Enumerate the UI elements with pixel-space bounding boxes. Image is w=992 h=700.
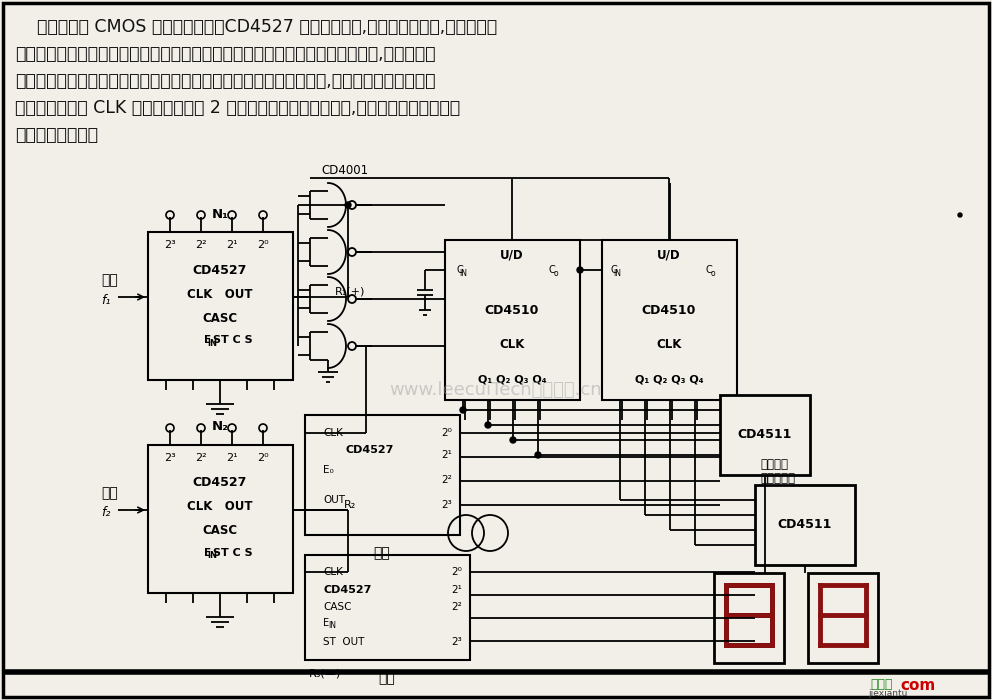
Text: E₀: E₀ [323, 465, 333, 475]
Text: jiexiantu: jiexiantu [868, 690, 908, 699]
Text: 2²: 2² [441, 475, 452, 485]
Text: OUT: OUT [323, 495, 345, 505]
Text: 2⁰: 2⁰ [257, 240, 269, 250]
Text: CD4527: CD4527 [192, 477, 247, 489]
Text: E: E [323, 618, 329, 628]
Bar [714, 573, 784, 663]
Text: 2¹: 2¹ [441, 450, 452, 460]
Text: 2²: 2² [451, 602, 462, 612]
Text: CD4511: CD4511 [778, 519, 832, 531]
Text: CD4527: CD4527 [323, 585, 371, 595]
Text: o: o [710, 269, 715, 277]
Text: 七段发光: 七段发光 [760, 458, 788, 472]
Text: R₂: R₂ [344, 500, 356, 510]
Text: CLK: CLK [323, 567, 343, 577]
Text: Q₁ Q₂ Q₃ Q₄: Q₁ Q₂ Q₃ Q₄ [478, 375, 547, 385]
Circle shape [577, 267, 583, 273]
Text: ST  OUT: ST OUT [323, 637, 364, 647]
Text: IN: IN [207, 339, 217, 347]
Text: ST C S: ST C S [213, 548, 253, 558]
Text: E: E [204, 548, 211, 558]
Text: CASC: CASC [323, 602, 351, 612]
Text: 2¹: 2¹ [226, 453, 238, 463]
Text: 整个电路由 CMOS 集成电路构成。CD4527 为频率乘法器,产生输出脉冲串,输出频率正: 整个电路由 CMOS 集成电路构成。CD4527 为频率乘法器,产生输出脉冲串,… [15, 18, 497, 36]
Text: IN: IN [328, 622, 336, 631]
Text: IN: IN [613, 269, 621, 277]
Text: CD4510: CD4510 [485, 304, 540, 316]
Text: 2²: 2² [195, 453, 206, 463]
Text: 2³: 2³ [164, 453, 176, 463]
Bar [305, 555, 470, 660]
Text: 个频率乘法器的 CLK 端。发光二极管 2 位数码能不断显示油耗效率,所显示的数字即表示油: 个频率乘法器的 CLK 端。发光二极管 2 位数码能不断显示油耗效率,所显示的数… [15, 99, 460, 117]
Circle shape [958, 213, 962, 217]
Text: 2¹: 2¹ [451, 585, 462, 595]
Text: 2²: 2² [195, 240, 206, 250]
Text: 2¹: 2¹ [226, 240, 238, 250]
Text: CD4527: CD4527 [192, 263, 247, 276]
Text: CD4001: CD4001 [321, 164, 369, 178]
Text: 耗与里程的关系。: 耗与里程的关系。 [15, 126, 98, 144]
Text: N₂: N₂ [211, 421, 228, 433]
Text: com: com [900, 678, 935, 692]
Text: C: C [611, 265, 617, 275]
Text: U/D: U/D [500, 248, 524, 262]
Text: C: C [456, 265, 463, 275]
Circle shape [345, 202, 351, 208]
Text: 2³: 2³ [441, 500, 452, 510]
Text: CD4511: CD4511 [738, 428, 793, 442]
Text: 极管数码管: 极管数码管 [760, 472, 795, 484]
Text: CLK   OUT: CLK OUT [187, 500, 253, 514]
Bar [755, 485, 855, 565]
Bar [720, 395, 810, 475]
Bar [148, 445, 293, 593]
Text: 2³: 2³ [164, 240, 176, 250]
Text: E: E [204, 335, 211, 345]
Text: R₁(+): R₁(+) [335, 287, 365, 297]
Text: 比于两个输入的乘积。输出频率对时间进行平均。速度传感器与速度计电缆串联,它把速度数: 比于两个输入的乘积。输出频率对时间进行平均。速度传感器与速度计电缆串联,它把速度… [15, 45, 435, 63]
Text: www.leecuiTech有限公司.cn: www.leecuiTech有限公司.cn [390, 381, 602, 399]
Text: 据馈送到频率乘法器的时钟输入端。油气流量传感器与油耗线路串联,把油耗数据馈送到另一: 据馈送到频率乘法器的时钟输入端。油气流量传感器与油耗线路串联,把油耗数据馈送到另… [15, 72, 435, 90]
Text: CD4510: CD4510 [642, 304, 696, 316]
Bar [445, 240, 580, 400]
Text: 2³: 2³ [451, 637, 462, 647]
Text: CLK: CLK [323, 428, 343, 438]
Circle shape [460, 407, 466, 413]
Text: 2⁰: 2⁰ [441, 428, 452, 438]
Text: Q₁ Q₂ Q₃ Q₄: Q₁ Q₂ Q₃ Q₄ [635, 375, 703, 385]
Text: N₁: N₁ [211, 207, 228, 220]
Bar [148, 232, 293, 380]
Text: CLK: CLK [657, 339, 682, 351]
Text: C: C [705, 265, 712, 275]
Text: IN: IN [459, 269, 467, 277]
Text: 高位: 高位 [374, 546, 391, 560]
Text: CD4527: CD4527 [346, 445, 394, 455]
Bar [305, 415, 460, 535]
Circle shape [485, 422, 491, 428]
Text: f₁: f₁ [101, 293, 111, 307]
Text: 低位: 低位 [379, 671, 396, 685]
Text: f₂: f₂ [101, 507, 111, 519]
Text: 2⁰: 2⁰ [451, 567, 462, 577]
Text: R₃(—): R₃(—) [309, 669, 341, 679]
Text: 捷线图: 捷线图 [870, 678, 893, 692]
Text: C: C [549, 265, 556, 275]
Bar [602, 240, 737, 400]
Text: U/D: U/D [657, 248, 681, 262]
Text: 车速: 车速 [101, 273, 118, 287]
Circle shape [510, 437, 516, 443]
Text: CASC: CASC [202, 312, 237, 325]
Text: ST C S: ST C S [213, 335, 253, 345]
Text: CLK: CLK [499, 339, 525, 351]
Bar [808, 573, 878, 663]
Text: IN: IN [207, 552, 217, 561]
Text: CLK   OUT: CLK OUT [187, 288, 253, 300]
Text: o: o [554, 269, 558, 277]
Text: 2⁰: 2⁰ [257, 453, 269, 463]
Circle shape [535, 452, 541, 458]
Text: 流量: 流量 [101, 486, 118, 500]
Text: CASC: CASC [202, 524, 237, 538]
